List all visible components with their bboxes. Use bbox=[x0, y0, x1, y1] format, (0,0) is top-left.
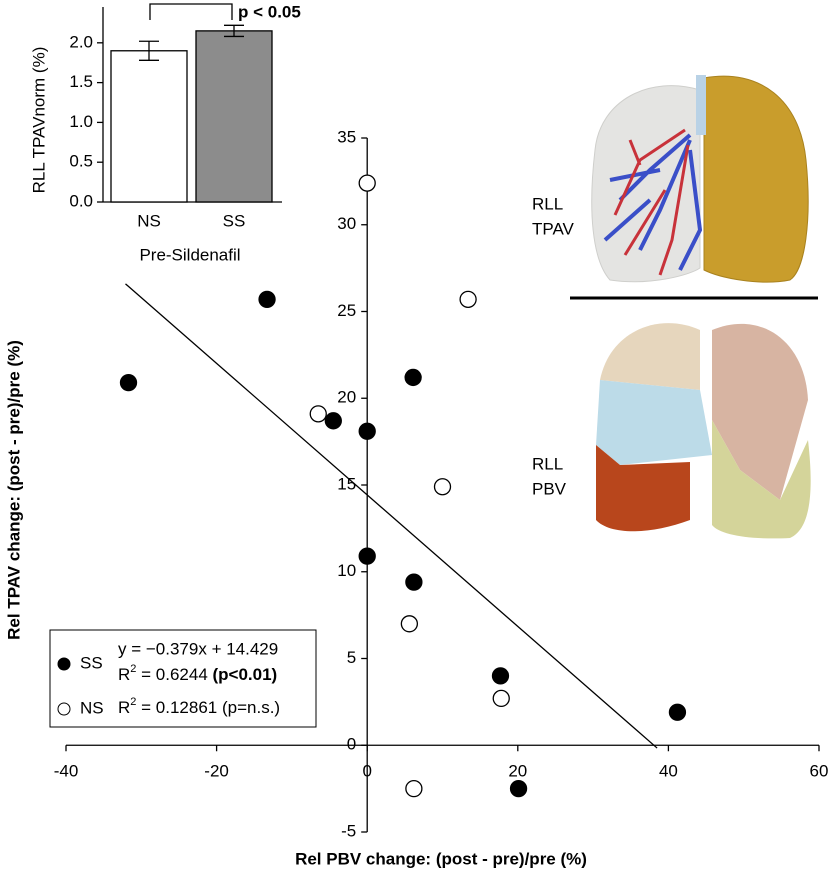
inset-x-axis-label: Pre-Sildenafil bbox=[139, 245, 240, 264]
y-tick-label: 10 bbox=[337, 561, 356, 580]
y-tick-label: 0.0 bbox=[69, 191, 93, 210]
point bbox=[358, 174, 376, 192]
point bbox=[404, 368, 422, 387]
r2: R bbox=[118, 698, 130, 717]
error-bar bbox=[139, 40, 159, 61]
x-tick-label: -20 bbox=[204, 762, 229, 781]
point bbox=[492, 689, 510, 708]
y-tick-label: 0.5 bbox=[69, 152, 93, 171]
y-axis-label: Rel TPAV change: (post - pre)/pre (%) bbox=[4, 340, 23, 640]
legend-r2: R2 = 0.6244 (p<0.01) bbox=[118, 663, 277, 685]
x-tick-label: 40 bbox=[659, 762, 678, 781]
legend-equation: y = −0.379x + 14.429 bbox=[118, 639, 278, 658]
significance: (p=n.s.) bbox=[222, 698, 280, 717]
point bbox=[491, 667, 510, 685]
error-bar bbox=[224, 24, 244, 38]
point bbox=[119, 373, 138, 392]
y-tick-label: 15 bbox=[337, 474, 356, 493]
point bbox=[405, 573, 423, 591]
y-tick-label: 1.5 bbox=[69, 72, 93, 91]
x-axis-label: Rel PBV change: (post - pre)/pre (%) bbox=[295, 849, 587, 868]
lung-pbv-image bbox=[596, 323, 811, 539]
point bbox=[324, 412, 342, 430]
regression-line bbox=[125, 283, 658, 749]
y-tick-label: 25 bbox=[337, 301, 356, 320]
r2: R bbox=[118, 665, 130, 684]
point bbox=[433, 478, 452, 496]
y-tick-label: 0 bbox=[347, 735, 356, 754]
legend-label: SS bbox=[80, 653, 103, 672]
point bbox=[668, 703, 687, 721]
annotation: p < 0.05 bbox=[238, 2, 301, 21]
r2-sup: 2 bbox=[130, 696, 136, 708]
y-tick-label: -5 bbox=[341, 821, 356, 840]
legend-r2: R2 = 0.12861 (p=n.s.) bbox=[118, 696, 280, 718]
y-tick-label: 20 bbox=[337, 388, 356, 407]
bar bbox=[195, 30, 273, 203]
legend-marker bbox=[57, 657, 71, 671]
x-tick-label: 60 bbox=[810, 762, 829, 781]
x-tick-label: 0 bbox=[362, 762, 371, 781]
y-tick-label: 1.0 bbox=[69, 112, 93, 131]
image-label: PBV bbox=[532, 479, 567, 498]
point bbox=[509, 779, 528, 798]
point bbox=[400, 615, 419, 633]
point bbox=[258, 290, 276, 309]
legend-marker bbox=[57, 702, 71, 716]
x-tick-label: -40 bbox=[54, 762, 79, 781]
y-tick-label: 2.0 bbox=[69, 32, 93, 51]
image-label: RLL bbox=[532, 454, 563, 473]
image-label: RLL bbox=[532, 194, 563, 213]
x-tick-label: 20 bbox=[508, 762, 527, 781]
r2-value: = 0.6244 bbox=[136, 665, 212, 684]
point bbox=[405, 779, 423, 798]
image-label: TPAV bbox=[532, 219, 575, 238]
legend-box bbox=[49, 629, 317, 728]
x-tick-label: NS bbox=[137, 211, 161, 230]
point bbox=[358, 547, 376, 565]
inset-y-axis-label: RLL TPAVnorm (%) bbox=[29, 47, 48, 194]
lung-tpav-image bbox=[591, 75, 809, 283]
x-tick-label: SS bbox=[223, 211, 246, 230]
significance-bracket bbox=[149, 3, 233, 20]
point bbox=[459, 290, 477, 309]
bar bbox=[110, 50, 188, 203]
r2-sup: 2 bbox=[130, 663, 136, 675]
r2-value: = 0.12861 bbox=[136, 698, 222, 717]
significance: (p<0.01) bbox=[213, 665, 278, 684]
point bbox=[309, 405, 327, 423]
point bbox=[358, 422, 376, 440]
y-tick-label: 5 bbox=[347, 648, 356, 667]
y-tick-label: 35 bbox=[337, 127, 356, 146]
y-tick-label: 30 bbox=[337, 214, 356, 233]
legend-label: NS bbox=[80, 698, 104, 717]
